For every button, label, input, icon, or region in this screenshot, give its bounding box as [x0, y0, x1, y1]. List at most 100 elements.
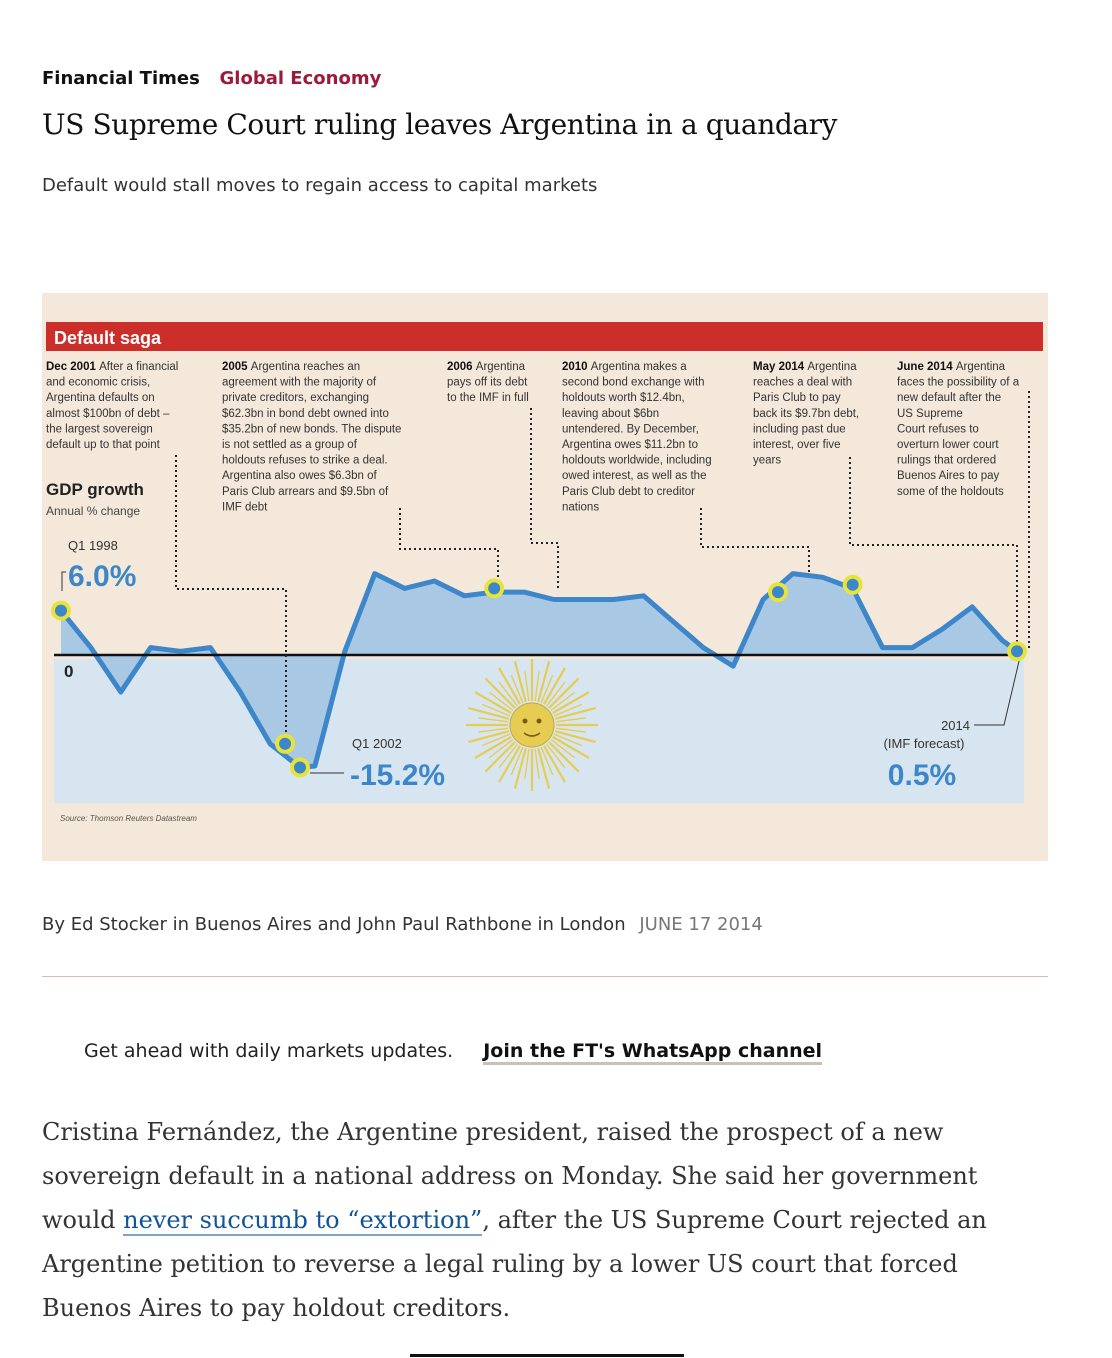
event-text: Argentina — [807, 361, 857, 373]
event-text-line: including past due — [753, 423, 846, 435]
event-date: 2010 — [562, 361, 591, 373]
brand-name[interactable]: Financial Times — [42, 68, 200, 89]
event-text-line: Argentina also owes $6.3bn of — [222, 470, 378, 482]
start-bracket — [61, 571, 66, 591]
paragraph-text-end: , after the US Supreme Court rejected an… — [42, 1206, 987, 1322]
event-text-line: Dec 2001 After a financial — [46, 361, 178, 373]
event-marker — [279, 737, 292, 750]
event-text-line: back its $9.7bn debt, — [753, 408, 859, 420]
start-period-label: Q1 1998 — [68, 538, 118, 553]
gdp-line — [59, 571, 1019, 770]
whatsapp-promo: Get ahead with daily markets updates. Jo… — [84, 1040, 823, 1065]
event-text-line: new default after the — [897, 392, 1001, 404]
event-text-line: Court refuses to — [897, 423, 979, 435]
end-note-label: (IMF forecast) — [884, 736, 965, 751]
event-date: Dec 2001 — [46, 361, 99, 373]
event-marker — [846, 578, 859, 591]
event-text-line: Buenos Aires to pay — [897, 470, 1000, 482]
event-text-line: holdouts worldwide, including — [562, 455, 712, 467]
end-period-label: 2014 — [941, 718, 970, 733]
event-text: After a financial — [99, 361, 178, 373]
event-leader-line — [530, 408, 559, 588]
gdp-area — [61, 573, 1017, 768]
event-text-line: Paris Club debt to creditor — [562, 486, 695, 498]
event-leader-line — [849, 457, 1018, 648]
event-text-line: overturn lower court — [897, 439, 999, 451]
page-title: US Supreme Court ruling leaves Argentina… — [42, 108, 838, 141]
banner-bar — [46, 322, 1043, 351]
article-topline: Financial Times Global Economy — [42, 68, 381, 89]
event-text-line: the largest sovereign — [46, 423, 153, 435]
event-text-line: $35.2bn of new bonds. The dispute — [222, 423, 401, 435]
whatsapp-channel-link[interactable]: Join the FT's WhatsApp channel — [483, 1040, 823, 1065]
event-text-line: rulings that ordered — [897, 455, 996, 467]
start-value-label: 6.0% — [68, 560, 136, 593]
event-text-line: interest, over five — [753, 439, 841, 451]
event-marker — [294, 761, 306, 774]
article-paragraph: Cristina Fernández, the Argentine presid… — [42, 1110, 1052, 1330]
sun-of-may-icon — [466, 659, 598, 791]
byline-authors[interactable]: By Ed Stocker in Buenos Aires and John P… — [42, 914, 626, 935]
event-leader-line — [399, 508, 499, 577]
event-text: Argentina makes a — [591, 361, 687, 373]
event-text: Argentina reaches an — [251, 361, 360, 373]
event-text-line: default up to that point — [46, 439, 161, 451]
event-text: Argentina — [956, 361, 1006, 373]
event-marker — [1011, 645, 1023, 658]
divider — [42, 976, 1048, 977]
paragraph-text-start: Cristina Fernández, the Argentine presid… — [42, 1118, 978, 1234]
event-text-line: second bond exchange with — [562, 377, 705, 389]
event-text-line: Argentina defaults on — [46, 392, 155, 404]
event-marker — [488, 582, 501, 595]
gdp-subtitle: Annual % change — [46, 504, 140, 518]
event-text-line: leaving about $6bn — [562, 408, 659, 420]
gdp-title: GDP growth — [46, 480, 144, 499]
event-text-line: June 2014 Argentina — [897, 361, 1006, 373]
event-leader-line — [700, 508, 810, 575]
event-text-line: $62.3bn in bond debt owned into — [222, 408, 389, 420]
event-text-line: 2010 Argentina makes a — [562, 361, 687, 373]
event-text-line: 2006 Argentina — [447, 361, 526, 373]
event-text-line: is not settled as a group of — [222, 439, 358, 451]
banner-title: Default saga — [54, 328, 162, 348]
event-text-line: Paris Club arrears and $9.5bn of — [222, 486, 389, 498]
default-saga-graphic: Default saga 0 Dec 2001 After a financia… — [42, 293, 1048, 861]
event-date: June 2014 — [897, 361, 956, 373]
gdp-chart: Default saga 0 Dec 2001 After a financia… — [46, 322, 1043, 823]
extortion-link[interactable]: never succumb to “extortion” — [123, 1206, 483, 1236]
event-text-line: Paris Club to pay — [753, 392, 841, 404]
event-text-line: 2005 Argentina reaches an — [222, 361, 360, 373]
event-text-line: IMF debt — [222, 501, 268, 513]
event-date: 2005 — [222, 361, 251, 373]
promo-text: Get ahead with daily markets updates. — [84, 1040, 454, 1062]
event-text-line: to the IMF in full — [447, 392, 529, 404]
source-note: Source: Thomson Reuters Datastream — [60, 814, 197, 823]
start-marker — [55, 604, 67, 617]
event-text-line: holdouts refuses to strike a deal. — [222, 455, 388, 467]
event-text-line: May 2014 Argentina — [753, 361, 857, 373]
event-text-line: private creditors, exchanging — [222, 392, 369, 404]
event-date: 2006 — [447, 361, 476, 373]
event-text-line: nations — [562, 501, 599, 513]
event-text-line: years — [753, 455, 781, 467]
event-text-line: US Supreme — [897, 408, 963, 420]
publish-date: JUNE 17 2014 — [639, 914, 763, 935]
event-text-line: reaches a deal with — [753, 377, 852, 389]
event-text-line: untendered. By December, — [562, 423, 699, 435]
event-marker — [772, 586, 784, 599]
end-value-label: 0.5% — [888, 759, 956, 792]
standfirst: Default would stall moves to regain acce… — [42, 175, 598, 196]
article-end-bar — [410, 1354, 684, 1357]
event-text-line: agreement with the majority of — [222, 377, 377, 389]
event-date: May 2014 — [753, 361, 807, 373]
event-text-line: Argentina owes $11.2bn to — [562, 439, 698, 451]
event-text-line: almost $100bn of debt – — [46, 408, 170, 420]
section-link[interactable]: Global Economy — [219, 68, 382, 89]
event-text-line: owed interest, as well as the — [562, 470, 706, 482]
event-leader-line — [175, 455, 287, 745]
zero-label: 0 — [64, 662, 73, 681]
event-text: Argentina — [476, 361, 526, 373]
end-leader-line — [974, 656, 1021, 726]
event-text-line: faces the possibility of a — [897, 377, 1020, 389]
byline: By Ed Stocker in Buenos Aires and John P… — [42, 914, 763, 935]
